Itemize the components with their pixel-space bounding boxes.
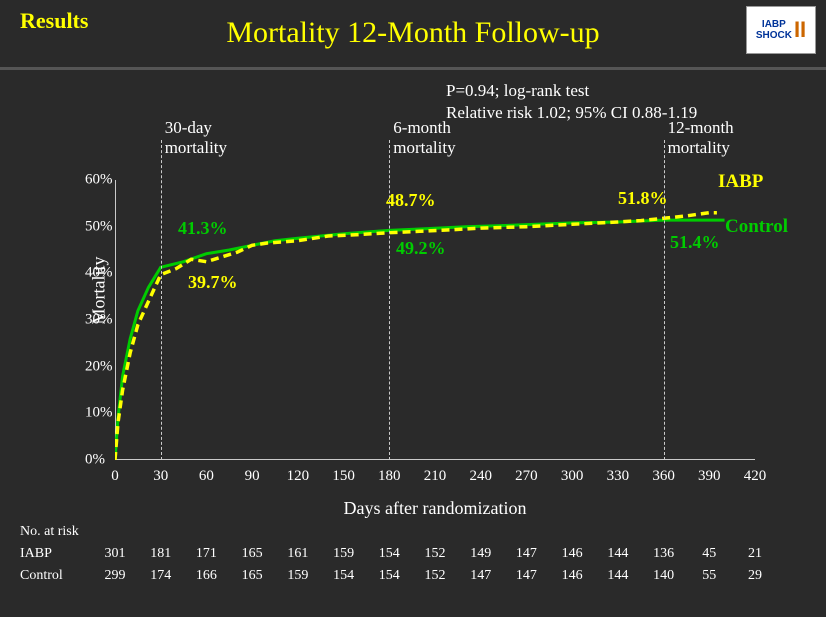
milestone-line <box>389 140 390 460</box>
value-label: 51.8% <box>618 188 668 209</box>
risk-cell: 21 <box>748 546 762 562</box>
x-tick: 300 <box>561 468 584 485</box>
slide-title: Mortality 12-Month Follow-up <box>20 16 806 50</box>
risk-cell: 147 <box>516 568 537 584</box>
x-tick: 180 <box>378 468 401 485</box>
risk-cell: 144 <box>607 568 628 584</box>
milestone-label: 6-monthmortality <box>393 118 455 159</box>
x-tick: 390 <box>698 468 721 485</box>
risk-cell: 165 <box>242 568 263 584</box>
risk-cell: 174 <box>150 568 171 584</box>
risk-cell: 165 <box>242 546 263 562</box>
value-label: 49.2% <box>396 238 446 259</box>
x-tick: 30 <box>153 468 168 485</box>
risk-cell: 140 <box>653 568 674 584</box>
y-tick: 50% <box>85 218 113 235</box>
risk-row-label: Control <box>20 568 63 584</box>
milestone-label: 30-daymortality <box>165 118 227 159</box>
risk-cell: 159 <box>333 546 354 562</box>
risk-cell: 29 <box>748 568 762 584</box>
x-tick: 150 <box>332 468 355 485</box>
risk-cell: 152 <box>425 568 446 584</box>
value-label: 51.4% <box>670 232 720 253</box>
value-label: 41.3% <box>178 218 228 239</box>
p-value: P=0.94; log-rank test <box>446 80 697 102</box>
y-tick: 20% <box>85 358 113 375</box>
value-label: 48.7% <box>386 190 436 211</box>
y-tick: 40% <box>85 265 113 282</box>
y-tick: 30% <box>85 312 113 329</box>
logo-line2: SHOCK <box>756 30 792 41</box>
logo-line1: IABP <box>762 19 786 30</box>
risk-cell: 181 <box>150 546 171 562</box>
x-tick: 120 <box>287 468 310 485</box>
risk-cell: 301 <box>105 546 126 562</box>
value-label: 39.7% <box>188 272 238 293</box>
risk-cell: 154 <box>379 546 400 562</box>
risk-cell: 154 <box>333 568 354 584</box>
risk-cell: 299 <box>105 568 126 584</box>
risk-cell: 146 <box>562 568 583 584</box>
relative-risk: Relative risk 1.02; 95% CI 0.88-1.19 <box>446 102 697 124</box>
x-tick: 330 <box>607 468 630 485</box>
risk-cell: 45 <box>702 546 716 562</box>
risk-cell: 144 <box>607 546 628 562</box>
x-axis-label: Days after randomization <box>115 498 755 519</box>
x-tick: 60 <box>199 468 214 485</box>
y-tick: 10% <box>85 405 113 422</box>
y-tick: 0% <box>85 452 105 469</box>
x-tick: 360 <box>652 468 675 485</box>
slide-header: Results Mortality 12-Month Follow-up IAB… <box>0 0 826 70</box>
x-tick: 420 <box>744 468 767 485</box>
risk-cell: 171 <box>196 546 217 562</box>
x-tick: 210 <box>424 468 447 485</box>
risk-cell: 146 <box>562 546 583 562</box>
study-logo: IABP SHOCK II <box>746 6 816 54</box>
risk-cell: 161 <box>287 546 308 562</box>
risk-cell: 159 <box>287 568 308 584</box>
x-tick: 0 <box>111 468 119 485</box>
logo-suffix: II <box>794 18 806 42</box>
risk-row-label: IABP <box>20 546 52 562</box>
risk-table-header: No. at risk <box>20 524 79 540</box>
risk-cell: 136 <box>653 546 674 562</box>
risk-cell: 147 <box>516 546 537 562</box>
stats-block: P=0.94; log-rank test Relative risk 1.02… <box>446 80 697 124</box>
risk-cell: 154 <box>379 568 400 584</box>
x-tick: 240 <box>469 468 492 485</box>
value-label: Control <box>725 216 788 238</box>
x-tick: 90 <box>245 468 260 485</box>
y-tick: 60% <box>85 172 113 189</box>
risk-cell: 149 <box>470 546 491 562</box>
risk-cell: 152 <box>425 546 446 562</box>
milestone-label: 12-monthmortality <box>668 118 734 159</box>
risk-cell: 55 <box>702 568 716 584</box>
value-label: IABP <box>718 171 763 193</box>
x-tick: 270 <box>515 468 538 485</box>
risk-cell: 166 <box>196 568 217 584</box>
milestone-line <box>161 140 162 460</box>
risk-cell: 147 <box>470 568 491 584</box>
